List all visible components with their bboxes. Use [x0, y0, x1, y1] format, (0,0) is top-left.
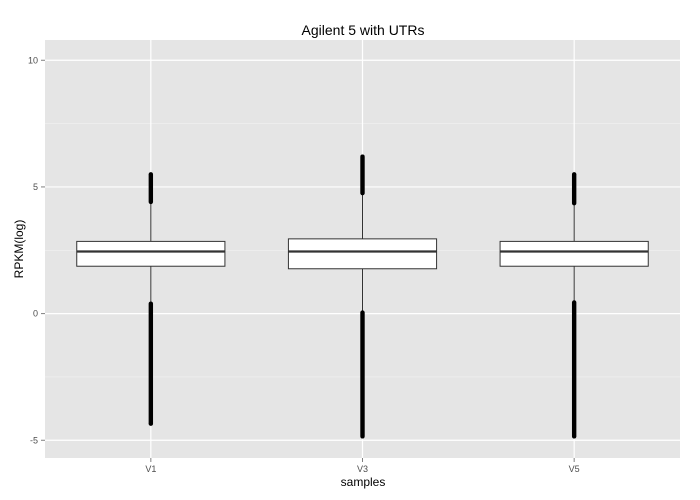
chart-title: Agilent 5 with UTRs [302, 22, 425, 38]
x-tick-label: V3 [357, 464, 368, 474]
x-axis-title: samples [341, 475, 386, 489]
outlier-point [148, 172, 153, 177]
iqr-box [287, 238, 438, 270]
y-axis-title: RPKM(log) [12, 220, 26, 279]
iqr-box [499, 240, 649, 267]
outlier-point [360, 154, 365, 159]
y-axis-ticks: -5 0 5 10 [28, 55, 45, 445]
x-tick-label: V1 [145, 464, 156, 474]
upper-outlier-points [571, 172, 577, 206]
box-v3 [287, 154, 438, 439]
outlier-point [360, 434, 365, 439]
x-tick-label: V5 [569, 464, 580, 474]
box-v1 [76, 172, 226, 426]
lower-outlier-points [148, 301, 154, 426]
outlier-point [572, 434, 577, 439]
box-v5 [499, 172, 649, 439]
y-tick-label: 0 [33, 309, 38, 319]
y-tick-label: -5 [30, 435, 38, 445]
lower-outlier-points [571, 300, 577, 439]
y-tick-label: 5 [33, 182, 38, 192]
outlier-point [148, 421, 153, 426]
upper-outlier-points [360, 154, 365, 196]
y-tick-label: 10 [28, 55, 38, 65]
upper-outlier-points [148, 172, 154, 205]
outlier-point [572, 172, 577, 177]
lower-outlier-points [360, 310, 365, 439]
iqr-box [76, 240, 226, 267]
box-series [76, 154, 649, 439]
x-axis-ticks: V1 V3 V5 [145, 458, 580, 474]
